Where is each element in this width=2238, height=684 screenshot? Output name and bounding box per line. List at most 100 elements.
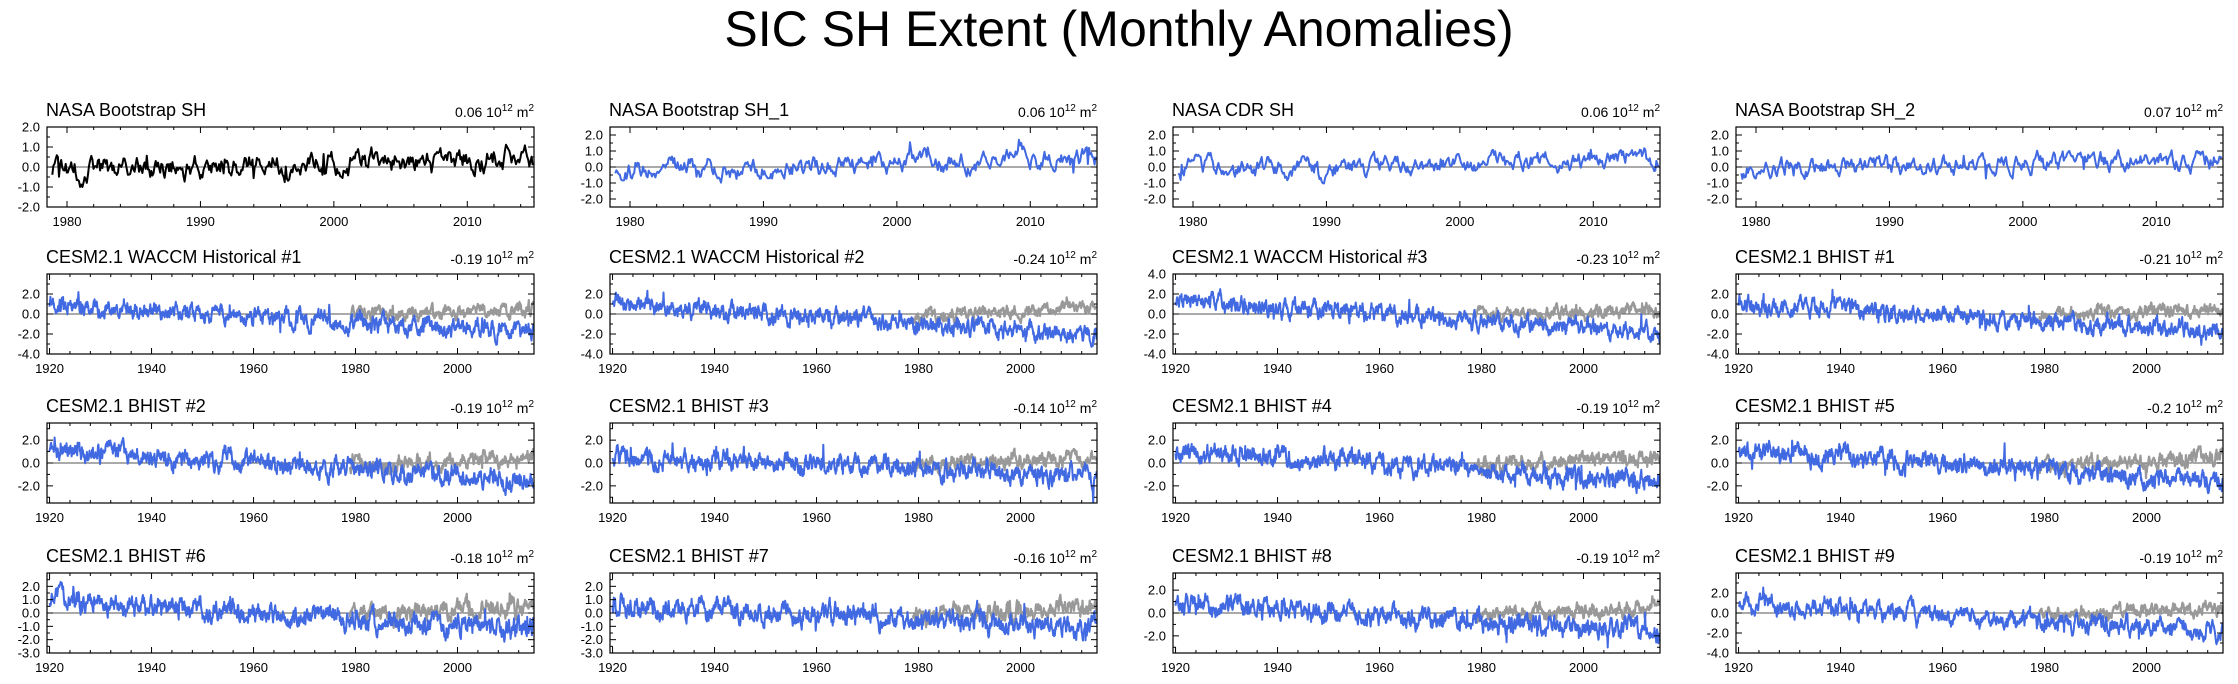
panel-title: NASA CDR SH bbox=[1172, 100, 1294, 120]
chart-panel: CESM2.1 BHIST #5 -0.2 1012 m2 1920 1940 1960… bbox=[1707, 396, 2224, 525]
x-tick-label: 1980 bbox=[53, 214, 82, 229]
model-series-line bbox=[611, 592, 1097, 642]
x-tick-label: 2000 bbox=[1569, 660, 1598, 675]
x-tick-label: 1920 bbox=[598, 510, 627, 525]
y-tick-label: 1.0 bbox=[22, 140, 40, 155]
y-tick-label: -2.0 bbox=[1144, 327, 1166, 342]
model-series-line bbox=[614, 138, 1097, 184]
x-tick-label: 1940 bbox=[137, 510, 166, 525]
figure-title: SIC SH Extent (Monthly Anomalies) bbox=[724, 1, 1513, 57]
x-tick-label: 1940 bbox=[137, 361, 166, 376]
x-tick-label: 1980 bbox=[904, 361, 933, 376]
model-series-line bbox=[1738, 586, 2223, 646]
y-tick-label: -2.0 bbox=[581, 192, 603, 207]
model-series-line bbox=[48, 436, 534, 497]
panel-title: CESM2.1 BHIST #3 bbox=[609, 396, 769, 416]
y-tick-label: 2.0 bbox=[585, 287, 603, 302]
y-tick-label: 1.0 bbox=[22, 592, 40, 607]
obs-overlay-line bbox=[1474, 301, 1660, 325]
x-tick-label: 1960 bbox=[1365, 510, 1394, 525]
y-tick-label: -1.0 bbox=[18, 180, 40, 195]
y-tick-label: 2.0 bbox=[1711, 287, 1729, 302]
x-tick-label: 1980 bbox=[1467, 660, 1496, 675]
x-tick-label: 1960 bbox=[802, 361, 831, 376]
x-tick-label: 1960 bbox=[1365, 660, 1394, 675]
obs-series-line bbox=[51, 143, 534, 188]
y-tick-label: 2.0 bbox=[1148, 287, 1166, 302]
y-tick-label: -4.0 bbox=[1144, 347, 1166, 362]
x-tick-label: 1940 bbox=[1826, 510, 1855, 525]
model-series-line bbox=[1174, 592, 1660, 649]
y-tick-label: 1.0 bbox=[585, 592, 603, 607]
chart-panel: NASA CDR SH 0.06 1012 m2 1980 1990 2000 2010 2… bbox=[1144, 100, 1661, 229]
x-tick-label: 1960 bbox=[802, 660, 831, 675]
x-tick-label: 1940 bbox=[1263, 510, 1292, 525]
y-tick-label: 0.0 bbox=[1711, 456, 1729, 471]
x-tick-label: 2000 bbox=[443, 660, 472, 675]
y-tick-label: 2.0 bbox=[585, 579, 603, 594]
y-tick-label: -2.0 bbox=[581, 632, 603, 647]
y-tick-label: 0.0 bbox=[1148, 160, 1166, 175]
obs-overlay-line bbox=[1474, 449, 1660, 477]
x-tick-label: 2000 bbox=[443, 361, 472, 376]
obs-overlay-line bbox=[349, 299, 534, 323]
y-tick-label: -1.0 bbox=[1144, 176, 1166, 191]
x-tick-label: 2010 bbox=[1016, 214, 1045, 229]
x-tick-label: 1920 bbox=[1161, 510, 1190, 525]
y-tick-label: -2.0 bbox=[18, 478, 40, 493]
y-tick-label: 0.0 bbox=[22, 160, 40, 175]
chart-panel: NASA Bootstrap SH 0.06 1012 m2 1980 1990 200… bbox=[18, 100, 535, 229]
y-tick-label: 0.0 bbox=[585, 606, 603, 621]
model-series-line bbox=[1737, 439, 2223, 495]
model-series-line bbox=[1174, 288, 1660, 344]
panel-title: CESM2.1 BHIST #5 bbox=[1735, 396, 1895, 416]
x-tick-label: 2000 bbox=[1006, 510, 1035, 525]
y-tick-label: 2.0 bbox=[585, 128, 603, 143]
series-group bbox=[614, 138, 1097, 184]
obs-overlay-line bbox=[911, 447, 1097, 476]
panel-title: CESM2.1 BHIST #1 bbox=[1735, 247, 1895, 267]
panel-stat-label: -0.19 1012 m2 bbox=[1576, 399, 1660, 416]
obs-overlay-line bbox=[2037, 445, 2223, 480]
y-tick-label: 2.0 bbox=[585, 433, 603, 448]
panel-title: CESM2.1 BHIST #4 bbox=[1172, 396, 1332, 416]
chart-panel: CESM2.1 BHIST #4 -0.19 1012 m2 1920 1940 196… bbox=[1144, 396, 1661, 525]
x-tick-label: 1920 bbox=[598, 361, 627, 376]
x-tick-label: 1960 bbox=[1928, 510, 1957, 525]
y-tick-label: -2.0 bbox=[1144, 628, 1166, 643]
x-tick-label: 1920 bbox=[35, 361, 64, 376]
x-tick-label: 1980 bbox=[904, 660, 933, 675]
x-tick-label: 2000 bbox=[1445, 214, 1474, 229]
series-group bbox=[1177, 147, 1660, 185]
x-tick-label: 2000 bbox=[319, 214, 348, 229]
x-tick-label: 1960 bbox=[239, 510, 268, 525]
y-tick-label: -2.0 bbox=[1707, 327, 1729, 342]
y-tick-label: -4.0 bbox=[1707, 646, 1729, 661]
x-tick-label: 1940 bbox=[1826, 361, 1855, 376]
x-tick-label: 1920 bbox=[1724, 660, 1753, 675]
x-tick-label: 1990 bbox=[1312, 214, 1341, 229]
x-tick-label: 1920 bbox=[1724, 510, 1753, 525]
series-group bbox=[1737, 439, 2223, 495]
series-group bbox=[48, 580, 534, 643]
panel-stat-label: -0.19 1012 m2 bbox=[1576, 549, 1660, 566]
x-tick-label: 1980 bbox=[341, 361, 370, 376]
series-group bbox=[1174, 442, 1660, 495]
y-tick-label: 0.0 bbox=[22, 456, 40, 471]
series-group bbox=[1174, 592, 1660, 649]
x-tick-label: 1980 bbox=[2030, 510, 2059, 525]
x-tick-label: 2000 bbox=[2132, 660, 2161, 675]
y-tick-label: 0.0 bbox=[585, 456, 603, 471]
x-tick-label: 1940 bbox=[1826, 660, 1855, 675]
x-tick-label: 1980 bbox=[1467, 361, 1496, 376]
panel-grid: NASA Bootstrap SH 0.06 1012 m2 1980 1990 200… bbox=[18, 100, 2224, 675]
y-tick-label: 0.0 bbox=[22, 606, 40, 621]
panel-stat-label: -0.19 1012 m2 bbox=[2139, 549, 2223, 566]
x-tick-label: 1940 bbox=[1263, 660, 1292, 675]
panel-title: NASA Bootstrap SH bbox=[46, 100, 206, 120]
y-tick-label: 2.0 bbox=[1711, 433, 1729, 448]
model-series-line bbox=[48, 291, 534, 346]
obs-overlay-line bbox=[911, 296, 1097, 327]
x-tick-label: 1920 bbox=[1724, 361, 1753, 376]
